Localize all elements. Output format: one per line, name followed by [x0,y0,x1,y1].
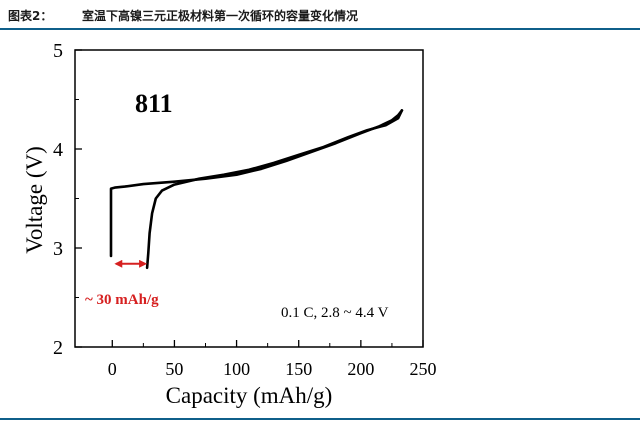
figure-title: 室温下高镍三元正极材料第一次循环的容量变化情况 [82,9,359,23]
axis-ticks: 0 50 100 150 200 250 2 3 4 5 [53,40,437,379]
x-tick-label: 150 [285,359,312,379]
x-tick-label: 50 [165,359,183,379]
y-tick-label: 3 [53,238,63,260]
footer-divider [0,418,640,420]
figure-label: 图表2： [8,9,53,23]
x-tick-label: 250 [410,359,437,379]
x-tick-label: 200 [347,359,374,379]
condition-text: 0.1 C, 2.8 ~ 4.4 V [281,305,389,321]
x-tick-label: 0 [108,359,117,379]
y-tick-label: 5 [53,40,63,62]
y-tick-label: 4 [53,139,63,161]
sample-label: 811 [135,89,173,118]
figure-header: 图表2： 室温下高镍三元正极材料第一次循环的容量变化情况 [0,0,640,30]
y-tick-label: 2 [53,337,63,359]
curves [109,109,404,270]
x-tick-label: 100 [223,359,250,379]
irreversible-capacity-text: ~ 30 mAh/g [85,292,159,308]
discharge-curve [145,109,404,270]
y-axis-label: Voltage (V) [22,146,47,254]
x-axis-label: Capacity (mAh/g) [166,383,333,408]
